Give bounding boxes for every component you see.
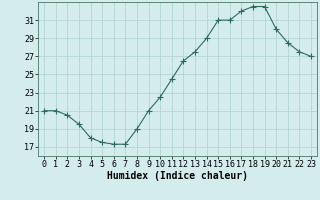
X-axis label: Humidex (Indice chaleur): Humidex (Indice chaleur) xyxy=(107,171,248,181)
